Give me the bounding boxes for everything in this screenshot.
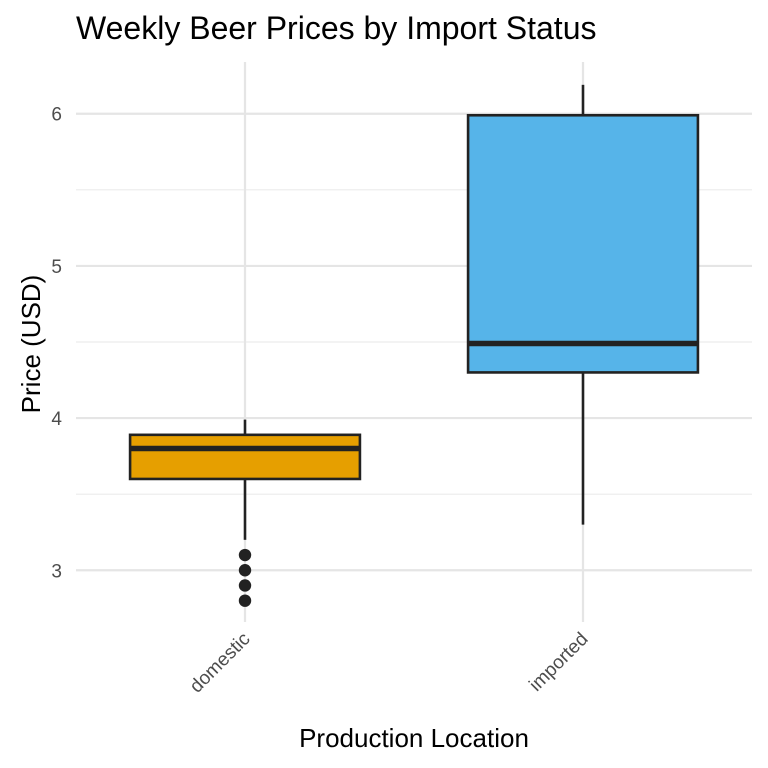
box-iqr: [466, 113, 700, 374]
y-tick-label: 6: [51, 105, 62, 126]
box-iqr: [128, 433, 362, 481]
box-imported: [466, 84, 700, 525]
outlier-point: [238, 548, 252, 562]
x-axis-title: Production Location: [299, 723, 529, 753]
outlier-point: [238, 579, 252, 592]
outlier-point: [238, 564, 252, 577]
x-axis-ticks: domestic imported: [186, 629, 593, 698]
y-tick-label: 3: [51, 561, 62, 582]
chart-title: Weekly Beer Prices by Import Status: [76, 10, 596, 46]
y-axis-title: Price (USD): [16, 275, 46, 414]
y-axis-ticks: 3 4 5 6: [51, 105, 62, 583]
y-tick-label: 5: [51, 257, 62, 278]
x-tick-label: domestic: [186, 629, 255, 698]
box-series: [128, 84, 700, 607]
x-tick-label: imported: [525, 629, 592, 696]
y-tick-label: 4: [51, 409, 62, 430]
box-domestic: [128, 419, 362, 607]
outlier-point: [238, 594, 252, 607]
